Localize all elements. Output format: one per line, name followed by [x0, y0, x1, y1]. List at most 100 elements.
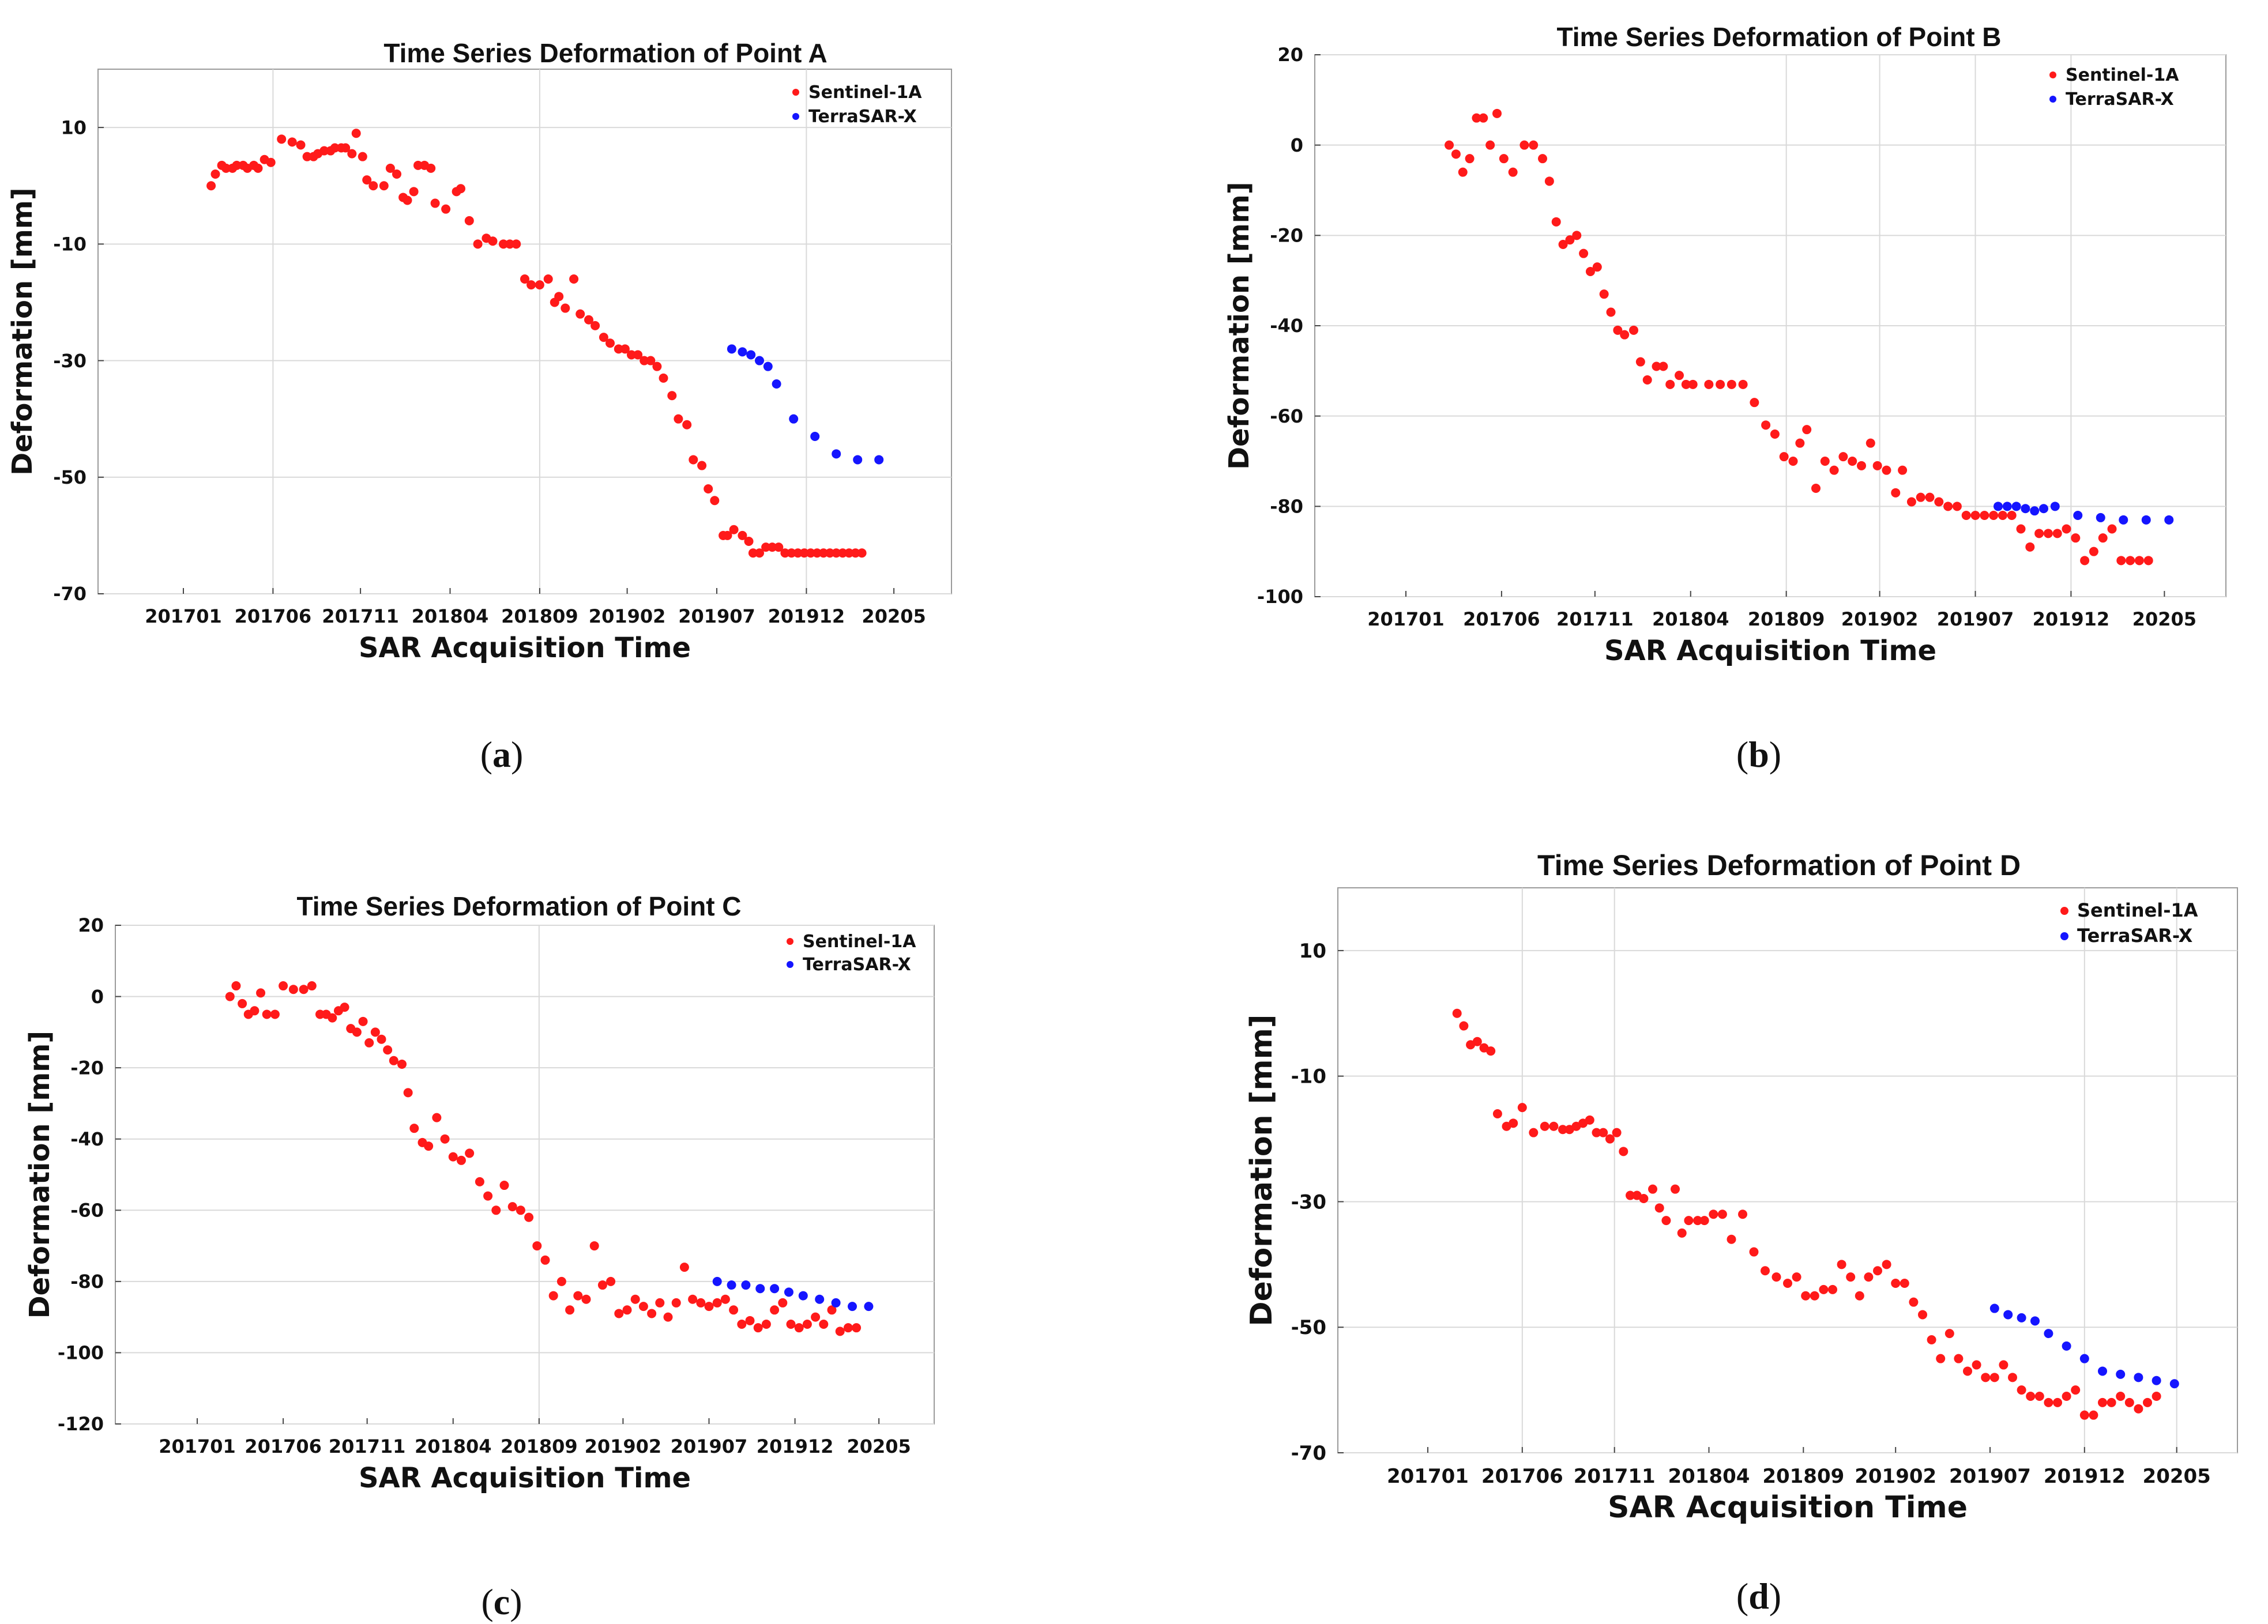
sentinel-1a-point [569, 274, 579, 284]
plot-frame [115, 925, 935, 1425]
sentinel-1a-point [1989, 1373, 1999, 1382]
sentinel-1a-point [1613, 325, 1623, 335]
terrasar-x-point [2079, 1354, 2089, 1363]
sentinel-1a-point [659, 373, 668, 383]
terrasar-x-point [2039, 504, 2048, 514]
sentinel-1a-point [565, 1305, 575, 1315]
sentinel-1a-point [2034, 529, 2044, 538]
sentinel-1a-point [1648, 1184, 1657, 1194]
sentinel-1a-point [385, 163, 395, 173]
terrasar-x-point [738, 347, 747, 357]
x-tick-label: 201902 [1855, 1465, 1936, 1488]
sentinel-1a-point [584, 315, 593, 325]
sentinel-1a-point [340, 1003, 349, 1012]
sentinel-1a-point [780, 548, 790, 558]
sentinel-1a-point [838, 548, 848, 558]
x-tick-label: 201706 [245, 1435, 322, 1457]
x-tick-label: 201809 [501, 1435, 578, 1457]
terrasar-x-point [772, 379, 781, 389]
x-tick-label: 201804 [1668, 1465, 1750, 1488]
x-ticks: 201701 201706 201711 201804 201809 201902 2019… [145, 588, 926, 627]
x-tick-label: 201701 [159, 1435, 236, 1457]
sentinel-1a-point [330, 143, 340, 153]
sentinel-1a-point [1891, 1279, 1901, 1288]
sentinel-1a-point [2152, 1392, 2161, 1401]
y-ticks: 10 -10 -30 -50 -70 [53, 116, 104, 605]
sentinel-1a-point [614, 1309, 624, 1318]
sentinel-1a-point [535, 280, 544, 290]
sentinel-1a-point [2116, 1392, 2126, 1401]
sentinel-1a-point [590, 321, 600, 330]
sentinel-1a-point [1980, 511, 1989, 520]
sentinel-1a-point [1829, 465, 1839, 475]
sentinel-1a-point [499, 239, 508, 249]
x-tick-label: 20205 [862, 605, 926, 627]
legend: Sentinel-1A TerraSAR-X [787, 932, 916, 975]
sentinel-1a-point [1465, 154, 1475, 164]
sentinel-1a-point [2098, 1397, 2107, 1407]
legend-label-sentinel-1a: Sentinel-1A [2066, 65, 2179, 85]
x-tick-label: 201907 [1937, 608, 2014, 630]
sentinel-1a-point [426, 163, 436, 173]
sentinel-1a-point [1873, 1266, 1882, 1276]
sentinel-1a-point [1459, 1021, 1469, 1031]
sentinel-1a-point [1738, 1209, 1747, 1219]
y-tick-label: -30 [1291, 1190, 1326, 1214]
sentinel-1a-point [2053, 1397, 2062, 1407]
sentinel-1a-point [1999, 1360, 2009, 1370]
sentinel-1a-point [1452, 1008, 1462, 1018]
sentinel-1a-point [1857, 461, 1866, 470]
sentinel-1a-point [1925, 492, 1935, 502]
terrasar-x-point [770, 1284, 780, 1294]
terrasar-x-point [798, 1291, 808, 1301]
sentinel-1a-point [1538, 154, 1547, 164]
sentinel-1a-point [1485, 140, 1495, 150]
sentinel-1a-point [745, 1316, 755, 1325]
sentinel-1a-point [2089, 1410, 2098, 1420]
y-tick-label: 10 [1299, 940, 1326, 963]
sentinel-1a-point [2116, 556, 2126, 566]
sentinel-1a-point [1558, 240, 1568, 249]
sentinel-1a-point [835, 1327, 845, 1336]
sentinel-1a-point [1802, 425, 1812, 435]
terrasar-x-point [755, 356, 764, 366]
x-tick-label: 201711 [329, 1435, 406, 1457]
x-axis-label: SAR Acquisition Time [1604, 635, 1936, 667]
sentinel-1a-point [1479, 113, 1488, 123]
sentinel-1a-point [1579, 248, 1589, 258]
sentinel-1a-point [622, 1305, 632, 1315]
sentinel-1a-point [1943, 502, 1953, 511]
sentinel-1a-point [238, 998, 247, 1008]
sentinel-1a-point [806, 548, 815, 558]
sentinel-1a-point [1688, 379, 1698, 389]
sentinel-1a-point [1972, 1360, 1981, 1370]
x-tick-label: 201706 [1463, 608, 1540, 630]
sentinel-1a-point [646, 356, 656, 366]
sentinel-1a-point [1486, 1046, 1496, 1056]
sentinel-1a-point [1865, 438, 1875, 448]
y-tick-label: -50 [53, 466, 86, 488]
sentinel-1a-point [488, 236, 498, 246]
sentinel-1a-point [1658, 361, 1668, 371]
y-tick-label: -40 [70, 1128, 104, 1150]
sentinel-1a-point [1788, 457, 1798, 466]
sentinel-1a-point [1517, 1103, 1527, 1113]
sentinel-1a-point [1792, 1272, 1801, 1282]
y-tick-label: -60 [1270, 405, 1303, 427]
sentinel-1a-point [697, 461, 707, 470]
sentinel-1a-point [379, 181, 389, 191]
data-points [1452, 1008, 2179, 1420]
sentinel-1a-point [729, 525, 739, 534]
sentinel-1a-point [473, 239, 483, 249]
x-tick-label: 201912 [2044, 1465, 2126, 1488]
legend-label-terrasar-x: TerraSAR-X [2077, 925, 2193, 947]
y-tick-label: 0 [91, 986, 104, 1008]
legend-marker-terrasar-x [787, 961, 793, 968]
x-tick-label: 201902 [585, 1435, 662, 1457]
terrasar-x-point [746, 350, 756, 360]
legend: Sentinel-1A TerraSAR-X [2049, 65, 2179, 110]
x-tick-label: 201912 [2033, 608, 2110, 630]
sentinel-1a-point [1989, 511, 1999, 520]
sentinel-1a-point [1927, 1335, 1936, 1344]
terrasar-x-point [848, 1302, 857, 1312]
